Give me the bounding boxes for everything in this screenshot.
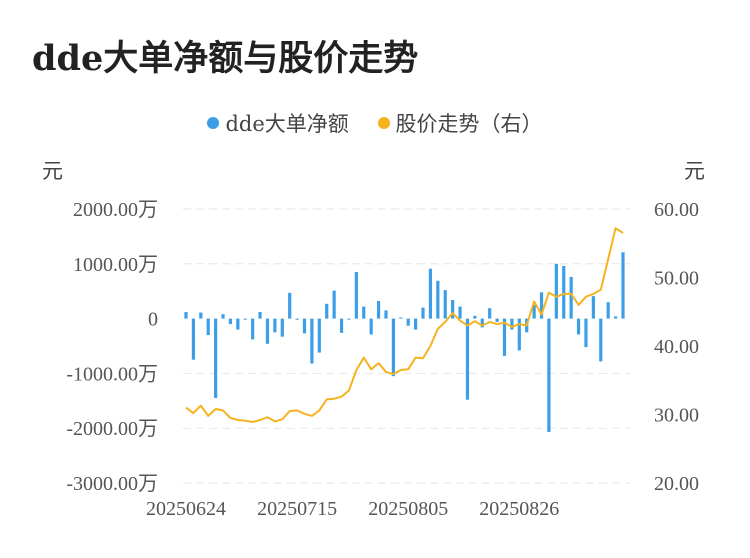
bar[interactable] bbox=[280, 318, 284, 337]
x-tick-label: 20250826 bbox=[479, 498, 559, 520]
bar[interactable] bbox=[206, 318, 210, 336]
bar[interactable] bbox=[265, 318, 270, 344]
bar[interactable] bbox=[480, 318, 484, 328]
bar[interactable] bbox=[569, 276, 573, 319]
legend-label-dde: dde大单净额 bbox=[225, 112, 349, 136]
bar[interactable] bbox=[258, 312, 262, 319]
left-tick-label: 0 bbox=[148, 309, 158, 331]
legend: dde大单净额 股价走势（右） bbox=[0, 108, 750, 138]
bar[interactable] bbox=[317, 318, 321, 353]
bar[interactable] bbox=[458, 306, 462, 319]
bar[interactable] bbox=[473, 315, 477, 319]
bar[interactable] bbox=[436, 280, 440, 319]
bar[interactable] bbox=[347, 318, 351, 320]
right-unit-label: 元 bbox=[684, 159, 705, 183]
bar[interactable] bbox=[354, 272, 358, 319]
bar[interactable] bbox=[562, 265, 566, 319]
line-series bbox=[185, 227, 624, 423]
bar[interactable] bbox=[495, 318, 499, 322]
bar[interactable] bbox=[199, 312, 203, 319]
bar[interactable] bbox=[421, 307, 425, 319]
bar[interactable] bbox=[339, 318, 344, 333]
bar[interactable] bbox=[221, 314, 225, 319]
bar[interactable] bbox=[273, 318, 277, 333]
right-tick-label: 40.00 bbox=[654, 336, 699, 358]
bar[interactable] bbox=[517, 318, 521, 351]
bar[interactable] bbox=[288, 292, 292, 319]
bar[interactable] bbox=[599, 318, 603, 362]
bar[interactable] bbox=[376, 301, 381, 319]
bar[interactable] bbox=[332, 290, 336, 319]
bar[interactable] bbox=[391, 318, 395, 377]
bar[interactable] bbox=[251, 318, 255, 340]
bar[interactable] bbox=[465, 318, 470, 400]
left-tick-label: -2000.00万 bbox=[66, 418, 158, 440]
bar[interactable] bbox=[214, 318, 218, 399]
bar[interactable] bbox=[302, 318, 307, 334]
x-tick-label: 20250715 bbox=[257, 498, 337, 520]
left-unit-label: 元 bbox=[42, 159, 63, 183]
bar[interactable] bbox=[613, 316, 618, 319]
bar[interactable] bbox=[547, 318, 551, 433]
bar[interactable] bbox=[236, 318, 240, 330]
bar[interactable] bbox=[576, 318, 581, 335]
x-tick-label: 20250805 bbox=[368, 498, 448, 520]
bar[interactable] bbox=[428, 268, 433, 319]
right-tick-label: 50.00 bbox=[654, 268, 699, 290]
x-tick-label: 20250624 bbox=[146, 498, 226, 520]
bar[interactable] bbox=[606, 302, 610, 319]
bar[interactable] bbox=[310, 318, 314, 364]
bar[interactable] bbox=[184, 312, 188, 319]
chart-title: dde大单净额与股价走势 bbox=[32, 38, 419, 79]
left-tick-label: -1000.00万 bbox=[66, 363, 158, 385]
right-tick-label: 30.00 bbox=[654, 405, 699, 427]
bar[interactable] bbox=[539, 292, 544, 319]
axis-layer: 2000.00万 1000.00万 0 -1000.00万 -2000.00万 -3000… bbox=[42, 159, 705, 520]
legend-item-dde[interactable]: dde大单净额 bbox=[207, 108, 349, 138]
bar[interactable] bbox=[325, 303, 329, 319]
bar[interactable] bbox=[295, 318, 299, 320]
right-tick-label: 60.00 bbox=[654, 199, 699, 221]
bar[interactable] bbox=[228, 318, 233, 325]
grid-layer bbox=[183, 208, 630, 484]
bar[interactable] bbox=[369, 318, 373, 335]
left-tick-label: -3000.00万 bbox=[66, 473, 158, 495]
bar[interactable] bbox=[362, 306, 366, 319]
legend-label-price: 股价走势（右） bbox=[395, 112, 543, 136]
bar[interactable] bbox=[451, 299, 455, 319]
bar[interactable] bbox=[621, 252, 625, 319]
bar[interactable] bbox=[554, 263, 558, 319]
bar[interactable] bbox=[488, 308, 492, 319]
bar[interactable] bbox=[414, 318, 418, 330]
bar[interactable] bbox=[591, 296, 595, 319]
price-line[interactable] bbox=[185, 227, 624, 423]
bar[interactable] bbox=[384, 310, 388, 319]
left-tick-label: 1000.00万 bbox=[73, 254, 158, 276]
bar[interactable] bbox=[502, 318, 507, 356]
bar[interactable] bbox=[243, 318, 247, 320]
left-tick-label: 2000.00万 bbox=[73, 199, 158, 221]
bar[interactable] bbox=[191, 318, 196, 360]
bar[interactable] bbox=[443, 290, 447, 319]
legend-item-price[interactable]: 股价走势（右） bbox=[377, 108, 543, 138]
legend-dot-price-icon bbox=[377, 117, 390, 129]
bar[interactable] bbox=[406, 318, 410, 326]
bar[interactable] bbox=[532, 304, 536, 319]
bar-series bbox=[184, 252, 625, 433]
bar[interactable] bbox=[399, 317, 403, 319]
bar[interactable] bbox=[510, 318, 514, 330]
legend-dot-dde-icon bbox=[207, 117, 220, 129]
bar[interactable] bbox=[584, 318, 588, 348]
right-tick-label: 20.00 bbox=[654, 473, 699, 495]
